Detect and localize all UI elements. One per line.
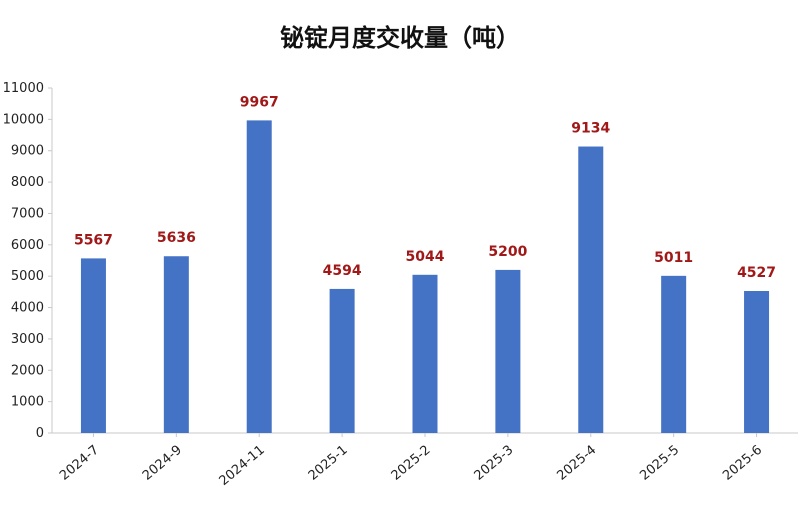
chart-title: 铋锭月度交收量（吨） bbox=[280, 24, 520, 52]
y-axis: 0 1000 2000 3000 4000 5000 6000 7000 8000 9000 100… bbox=[3, 81, 53, 441]
data-label: 5636 bbox=[157, 230, 196, 246]
y-tick-label: 1000 bbox=[11, 395, 44, 410]
y-tick-label: 4000 bbox=[11, 301, 44, 316]
data-label: 5200 bbox=[488, 244, 527, 260]
y-tick-label: 11000 bbox=[3, 81, 44, 96]
y-tick-label: 8000 bbox=[11, 175, 44, 190]
x-tick-label: 2025-2 bbox=[389, 443, 434, 484]
data-labels: 5567 5636 9967 4594 5044 5200 9134 5011 4527 bbox=[74, 94, 776, 281]
data-label: 5011 bbox=[654, 250, 693, 266]
x-tick-label: 2025-4 bbox=[554, 443, 599, 484]
x-tick-label: 2024-7 bbox=[57, 443, 102, 484]
data-label: 9967 bbox=[240, 94, 279, 110]
bar-2024-11 bbox=[246, 120, 272, 434]
bar-2025-6 bbox=[744, 291, 770, 433]
x-tick-label: 2025-3 bbox=[472, 443, 517, 484]
bar-2025-2 bbox=[412, 274, 438, 433]
bar-2024-7 bbox=[80, 258, 106, 433]
y-tick-label: 5000 bbox=[11, 269, 44, 284]
bar-series bbox=[80, 120, 770, 434]
y-tick-label: 7000 bbox=[11, 206, 44, 221]
x-tick-label: 2024-9 bbox=[140, 443, 185, 484]
bar-2025-3 bbox=[495, 269, 521, 433]
y-tick-label: 2000 bbox=[11, 363, 44, 378]
data-label: 5567 bbox=[74, 232, 113, 248]
y-tick-label: 6000 bbox=[11, 238, 44, 253]
bar-2025-4 bbox=[578, 146, 604, 434]
x-tick-label: 2025-5 bbox=[637, 443, 682, 484]
y-tick-label: 3000 bbox=[11, 332, 44, 347]
x-tick-label: 2024-11 bbox=[217, 443, 268, 489]
data-label: 5044 bbox=[406, 249, 445, 265]
data-label: 4527 bbox=[737, 265, 776, 281]
x-axis: 2024-7 2024-9 2024-11 2025-1 2025-2 2025-3 202… bbox=[52, 432, 798, 489]
y-tick-label: 10000 bbox=[3, 112, 44, 127]
data-label: 4594 bbox=[323, 263, 362, 279]
bar-2025-1 bbox=[329, 288, 355, 433]
y-tick-label: 9000 bbox=[11, 144, 44, 159]
bar-2024-9 bbox=[163, 256, 189, 433]
x-tick-label: 2025-1 bbox=[306, 443, 351, 484]
bar-2025-5 bbox=[661, 275, 687, 433]
data-label: 9134 bbox=[571, 121, 610, 137]
x-tick-label: 2025-6 bbox=[720, 443, 765, 484]
y-tick-label: 0 bbox=[36, 426, 44, 441]
